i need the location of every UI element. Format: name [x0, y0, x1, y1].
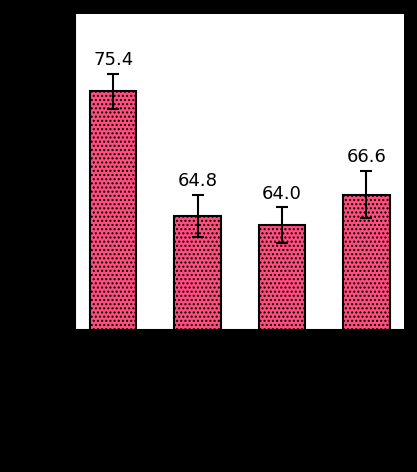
Bar [259, 225, 305, 472]
Text: 66.6: 66.6 [347, 148, 386, 167]
Bar [343, 194, 389, 472]
Bar [174, 216, 221, 472]
Bar [90, 92, 136, 472]
Text: 64.0: 64.0 [262, 185, 302, 203]
Text: 64.8: 64.8 [178, 172, 218, 190]
Text: 75.4: 75.4 [93, 51, 133, 69]
